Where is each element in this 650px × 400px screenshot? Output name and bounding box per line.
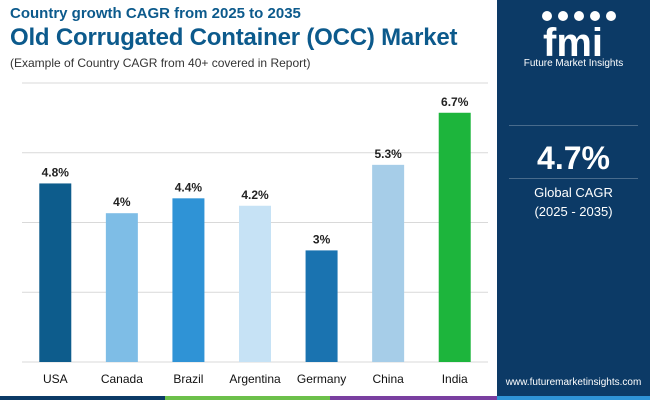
logo-dot-icon <box>574 11 584 21</box>
data-label-canada: 4% <box>113 195 131 209</box>
strip-segment <box>330 396 497 400</box>
bar-germany <box>305 250 338 362</box>
data-labels: 4.8% 4% 4.4% 4.2% 3% 5.3% 6.7% <box>42 95 469 247</box>
x-tick-brazil: Brazil <box>173 372 203 386</box>
chart-panel: Country growth CAGR from 2025 to 2035 Ol… <box>10 5 488 386</box>
data-label-germany: 3% <box>313 232 331 246</box>
bar-india <box>438 112 471 362</box>
brand-name: Future Market Insights <box>523 58 624 69</box>
bottom-color-strip <box>0 396 650 400</box>
bar-brazil <box>172 198 205 362</box>
data-label-china: 5.3% <box>374 147 402 161</box>
data-label-india: 6.7% <box>441 95 469 109</box>
x-tick-argentina: Argentina <box>229 372 281 386</box>
x-tick-germany: Germany <box>297 372 346 386</box>
chart-title: Old Corrugated Container (OCC) Market <box>10 24 458 51</box>
x-tick-india: India <box>442 372 468 386</box>
logo-dot-icon <box>590 11 600 21</box>
fmi-logo: fmi <box>542 11 616 65</box>
data-label-argentina: 4.2% <box>241 188 269 202</box>
info-panel: fmi Future Market Insights 4.7% Global C… <box>497 0 650 400</box>
global-cagr-label: Global CAGR <box>534 185 613 200</box>
logo-dot-icon <box>542 11 552 21</box>
strip-segment <box>497 396 650 400</box>
logo-dot-icon <box>606 11 616 21</box>
data-label-brazil: 4.4% <box>175 180 203 194</box>
bars <box>39 112 471 362</box>
logo-wordmark: fmi <box>543 21 603 65</box>
bar-argentina <box>239 205 271 362</box>
logo-icons <box>542 11 616 21</box>
strip-segment <box>165 396 330 400</box>
data-label-usa: 4.8% <box>42 165 70 179</box>
x-tick-usa: USA <box>43 372 68 386</box>
divider-top <box>509 125 638 126</box>
logo-dot-icon <box>558 11 568 21</box>
strip-segment <box>0 396 165 400</box>
bar-canada <box>105 213 138 362</box>
x-tick-china: China <box>372 372 404 386</box>
x-tick-labels: USA Canada Brazil Argentina Germany China Indi… <box>43 372 468 386</box>
website-link[interactable]: www.futuremarketinsights.com <box>505 377 642 388</box>
chart-note: (Example of Country CAGR from 40+ covere… <box>10 56 311 70</box>
bar-china <box>372 164 405 362</box>
chart-subtitle: Country growth CAGR from 2025 to 2035 <box>10 5 301 22</box>
divider-mid <box>509 178 638 179</box>
global-cagr-value: 4.7% <box>537 140 610 176</box>
global-cagr-range: (2025 - 2035) <box>534 204 613 219</box>
x-tick-canada: Canada <box>101 372 143 386</box>
bar-usa <box>39 183 72 362</box>
bar-chart: 4.8% 4% 4.4% 4.2% 3% 5.3% 6.7% USA Canada Brazil… <box>22 82 488 386</box>
